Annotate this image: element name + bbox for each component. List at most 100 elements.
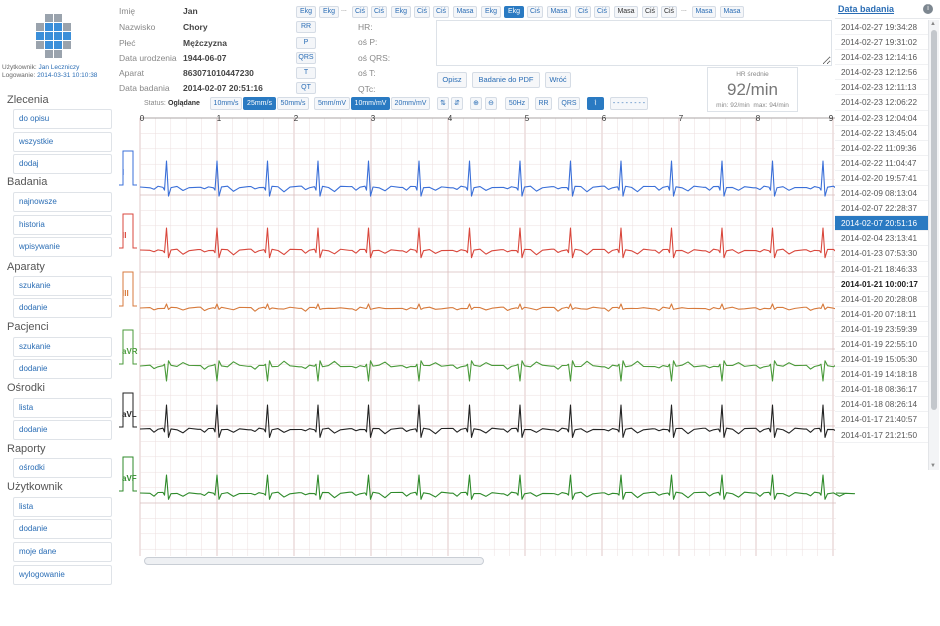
history-tab-masa[interactable]: Masa [692, 6, 716, 18]
nav-uzytkownik-dodanie[interactable]: dodanie [13, 519, 112, 539]
waveform-icon[interactable]: ⌇ [587, 97, 604, 110]
nav-uzytkownik-lista[interactable]: lista [13, 497, 112, 517]
measure-p-button[interactable]: P [296, 37, 316, 49]
gain-20-button[interactable]: 20mm/mV [391, 97, 430, 110]
exam-date-item[interactable]: 2014-01-21 10:00:17 [835, 277, 929, 292]
measure-qt-button[interactable]: QT [296, 82, 316, 94]
nav-najnowsze[interactable]: najnowsze [13, 192, 112, 212]
nav-do-opisu[interactable]: do opisu [13, 109, 112, 129]
nav-aparaty-dodanie[interactable]: dodanie [13, 298, 112, 318]
exam-date-item[interactable]: 2014-01-21 18:46:33 [835, 262, 929, 277]
measure-rr-button[interactable]: RR [296, 21, 316, 33]
nav-osrodki-lista[interactable]: lista [13, 398, 112, 418]
exam-date-item[interactable]: 2014-02-27 19:31:02 [835, 35, 929, 51]
history-tab-cis[interactable]: Ciś [414, 6, 430, 18]
info-icon[interactable]: i [923, 4, 933, 14]
exam-date-item[interactable]: 2014-02-22 13:45:04 [835, 126, 929, 141]
describe-button[interactable]: Opisz [437, 72, 467, 88]
exam-date-item[interactable]: 2014-02-20 19:57:41 [835, 171, 929, 187]
history-tab-masa[interactable]: Masa [720, 6, 744, 18]
gain-10-button[interactable]: 10mm/mV [351, 97, 390, 110]
exam-date-header-label[interactable]: Data badania [838, 4, 895, 14]
history-tab-ekg[interactable]: Ekg [296, 6, 316, 18]
lead-label: aVR [122, 347, 138, 356]
history-tab-masa[interactable]: Masa [547, 6, 571, 18]
history-tab-ekg[interactable]: Ekg [319, 6, 339, 18]
nav-pacjenci-szukanie[interactable]: szukanie [13, 337, 112, 357]
exam-date-item[interactable]: 2014-01-20 07:18:11 [835, 307, 929, 322]
line-style-button[interactable]: - - - - - - - - [610, 97, 648, 110]
history-tab-cis[interactable]: Ciś [642, 6, 658, 18]
nav-pacjenci-dodanie[interactable]: dodanie [13, 359, 112, 379]
last-name-value: Chory [183, 22, 208, 32]
qrs-toggle-button[interactable]: QRS [558, 97, 580, 110]
exam-date-item[interactable]: 2014-01-19 23:59:39 [835, 322, 929, 337]
exam-date-item[interactable]: 2014-01-18 08:36:17 [835, 382, 929, 398]
exam-date-item[interactable]: 2014-01-17 21:40:57 [835, 412, 929, 428]
history-tab-cis[interactable]: Ciś [661, 6, 677, 18]
rr-toggle-button[interactable]: RR [535, 97, 552, 110]
exam-date-item[interactable]: 2014-02-27 19:34:28 [835, 20, 929, 36]
history-tab-cis[interactable]: Ciś [352, 6, 368, 18]
exam-date-item[interactable]: 2014-02-04 23:13:41 [835, 231, 929, 247]
exam-date-item[interactable]: 2014-01-18 08:26:14 [835, 397, 929, 413]
exam-date-item[interactable]: 2014-01-19 22:55:10 [835, 337, 929, 353]
history-tab-ekg[interactable]: Ekg [481, 6, 501, 18]
sort-down-icon[interactable]: ⇵ [451, 97, 463, 110]
exam-date-item[interactable]: 2014-02-07 20:51:16 [835, 216, 929, 232]
exam-date-item[interactable]: 2014-01-19 14:18:18 [835, 367, 929, 383]
exam-date-item[interactable]: 2014-01-19 15:05:30 [835, 352, 929, 368]
nav-wpisywanie[interactable]: wpisywanie [13, 237, 112, 257]
scroll-up-icon[interactable]: ▲ [930, 21, 936, 27]
date-list-scrollbar[interactable]: ▲ ▼ [928, 20, 939, 470]
exam-date-item[interactable]: 2014-01-20 20:28:08 [835, 292, 929, 307]
speed-50-button[interactable]: 50mm/s [277, 97, 309, 110]
measure-qrs-button[interactable]: QRS [296, 52, 316, 64]
history-tab-cis[interactable]: Ciś [433, 6, 449, 18]
gain-5-button[interactable]: 5mm/mV [314, 97, 350, 110]
scrollbar-thumb[interactable] [931, 30, 937, 410]
exam-date-item[interactable]: 2014-02-23 12:06:22 [835, 95, 929, 111]
nav-wszystkie[interactable]: wszystkie [13, 132, 112, 152]
zoom-out-icon[interactable]: ⊖ [485, 97, 497, 110]
measure-t-button[interactable]: T [296, 67, 316, 79]
nav-historia[interactable]: historia [13, 215, 112, 235]
pdf-button[interactable]: Badanie do PDF [472, 72, 540, 88]
nav-wylogowanie[interactable]: wylogowanie [13, 565, 112, 585]
back-button[interactable]: Wróć [545, 72, 571, 88]
exam-date-item[interactable]: 2014-02-22 11:04:47 [835, 156, 929, 171]
ecg-lead-trace [139, 474, 856, 500]
exam-date-item[interactable]: 2014-02-23 12:11:13 [835, 80, 929, 96]
exam-date-item[interactable]: 2014-01-17 21:21:50 [835, 428, 929, 443]
nav-raporty-osrodki[interactable]: ośrodki [13, 458, 112, 478]
exam-date-item[interactable]: 2014-02-09 08:13:04 [835, 186, 929, 202]
history-tab-cis[interactable]: Ciś [371, 6, 387, 18]
nav-osrodki-dodanie[interactable]: dodanie [13, 420, 112, 440]
zoom-in-icon[interactable]: ⊕ [470, 97, 482, 110]
exam-date-item[interactable]: 2014-02-07 22:28:37 [835, 201, 929, 217]
speed-25-button[interactable]: 25mm/s [243, 97, 276, 110]
description-textarea[interactable] [436, 20, 832, 66]
nav-aparaty-szukanie[interactable]: szukanie [13, 276, 112, 296]
exam-date-item[interactable]: 2014-01-23 07:53:30 [835, 246, 929, 262]
history-tab-cis[interactable]: Ciś [527, 6, 543, 18]
history-tab-ekg-active[interactable]: Ekg [504, 6, 524, 18]
scroll-down-icon[interactable]: ▼ [930, 463, 936, 469]
nav-moje-dane[interactable]: moje dane [13, 542, 112, 562]
speed-10-button[interactable]: 10mm/s [210, 97, 242, 110]
history-tab-masa[interactable]: Masa [614, 6, 638, 18]
filter-50hz-button[interactable]: 50Hz [505, 97, 529, 110]
history-tab-cis[interactable]: Ciś [594, 6, 610, 18]
nav-dodaj[interactable]: dodaj [13, 154, 112, 174]
exam-date-item[interactable]: 2014-02-23 12:14:16 [835, 50, 929, 66]
exam-date-item[interactable]: 2014-02-23 12:12:56 [835, 65, 929, 81]
history-tab-masa[interactable]: Masa [453, 6, 477, 18]
history-tab-cis[interactable]: Ciś [575, 6, 591, 18]
ecg-horizontal-scrollbar[interactable] [144, 557, 484, 565]
exam-date-item[interactable]: 2014-02-22 11:09:36 [835, 141, 929, 156]
history-tab-ekg[interactable]: Ekg [391, 6, 411, 18]
sort-up-icon[interactable]: ⇅ [437, 97, 449, 110]
exam-date-item[interactable]: 2014-02-23 12:04:04 [835, 111, 929, 126]
user-name[interactable]: Jan Leczniczy [38, 64, 80, 71]
